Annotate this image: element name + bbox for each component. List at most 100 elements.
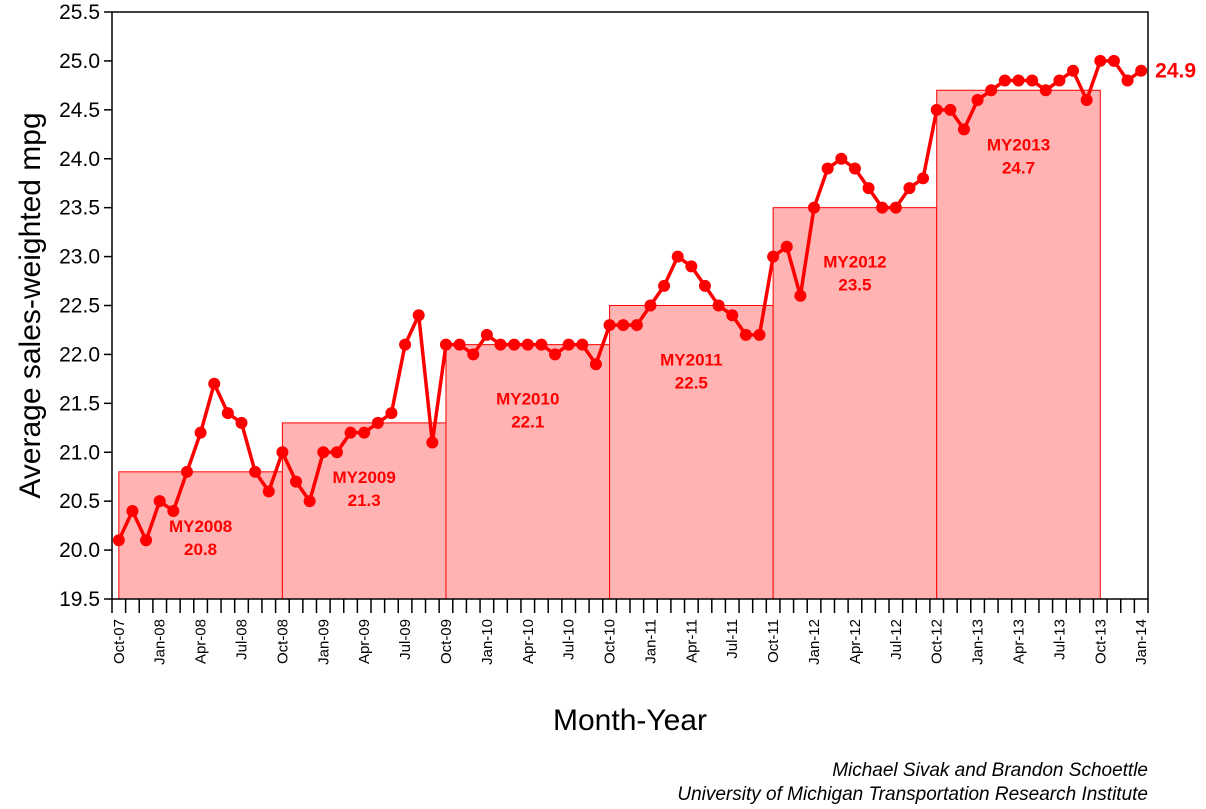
x-tick-label: Apr-11 [683, 619, 700, 663]
data-point [180, 465, 193, 478]
data-point [412, 309, 425, 322]
data-point [303, 495, 316, 508]
x-tick-label: Oct-11 [765, 619, 782, 663]
y-axis: 19.5 20.0 20.5 21.0 21.5 22.0 22.5 23.0 23.5 24.0… [59, 1, 112, 611]
data-point [589, 358, 602, 371]
credit-authors: Michael Sivak and Brandon Schoettle [832, 760, 1148, 781]
data-point [112, 534, 125, 547]
data-point [385, 407, 398, 420]
bar-label-value: 24.7 [1002, 158, 1035, 177]
bar-my2011 [609, 305, 774, 600]
x-tick-label: Jul-09 [397, 619, 414, 660]
bar-label-name: MY2011 [660, 351, 722, 370]
data-point [698, 279, 711, 292]
data-point [453, 338, 466, 351]
data-point [480, 328, 493, 341]
credit-institute: University of Michigan Transportation Re… [677, 784, 1148, 805]
data-point [930, 103, 943, 116]
x-tick-label: Jan-11 [642, 619, 659, 664]
data-point [167, 504, 180, 517]
x-axis: Oct-07 Jan-08 Apr-08 Jul-08 Oct-08 Jan-09 Apr-… [111, 599, 1150, 665]
data-point [957, 123, 970, 136]
x-tick-label: Apr-08 [193, 619, 210, 664]
data-point [985, 84, 998, 97]
x-tick-label: Apr-12 [847, 619, 864, 664]
data-point [317, 446, 330, 459]
data-point [603, 319, 616, 332]
data-point [576, 338, 589, 351]
model-year-labels: MY2008 20.8 MY2009 21.3 MY2010 22.1 MY2011 22.5… [169, 135, 1050, 559]
data-point [726, 309, 739, 322]
y-tick-label: 19.5 [59, 588, 100, 611]
data-point [126, 504, 139, 517]
data-point [521, 338, 534, 351]
data-point [249, 465, 262, 478]
x-tick-label: Apr-09 [356, 619, 373, 664]
x-tick-label: Jan-08 [152, 619, 169, 665]
data-point [549, 348, 562, 361]
data-point [739, 328, 752, 341]
data-point [767, 250, 780, 263]
data-point [439, 338, 452, 351]
x-tick-label: Jan-09 [315, 619, 332, 665]
bar-label-name: MY2008 [169, 517, 232, 536]
x-axis-title: Month-Year [553, 704, 707, 737]
y-tick-label: 25.5 [59, 1, 100, 24]
data-point [208, 377, 221, 390]
data-point [903, 182, 916, 195]
data-point [235, 416, 248, 429]
data-point [494, 338, 507, 351]
data-point [835, 152, 848, 165]
y-tick-label: 23.0 [59, 246, 100, 269]
data-point [562, 338, 575, 351]
x-tick-label: Oct-10 [602, 619, 619, 664]
y-tick-label: 24.0 [59, 148, 100, 171]
data-point [862, 182, 875, 195]
data-point [630, 319, 643, 332]
bar-label-name: MY2013 [987, 135, 1050, 154]
y-tick-label: 21.5 [59, 392, 100, 415]
bar-my2012 [772, 207, 938, 600]
mpg-series [112, 54, 1148, 547]
data-point [221, 407, 234, 420]
data-point [1080, 94, 1093, 107]
data-point [276, 446, 289, 459]
x-tick-label: Oct-13 [1092, 619, 1109, 664]
x-tick-label: Jul-10 [561, 619, 578, 660]
bar-my2009 [281, 422, 447, 600]
x-tick-label: Jan-14 [1133, 619, 1150, 665]
y-tick-label: 25.0 [59, 50, 100, 73]
data-point [712, 299, 725, 312]
data-point [140, 534, 153, 547]
data-point [467, 348, 480, 361]
x-tick-label: Oct-09 [438, 619, 455, 664]
data-point [1039, 84, 1052, 97]
data-point [1012, 74, 1025, 87]
data-point [685, 260, 698, 273]
y-tick-label: 21.0 [59, 441, 100, 464]
data-point [399, 338, 412, 351]
bar-label-name: MY2010 [496, 390, 559, 409]
y-tick-label: 20.5 [59, 490, 100, 513]
data-point [371, 416, 384, 429]
data-point [330, 446, 343, 459]
data-point [1121, 74, 1134, 87]
data-point [753, 328, 766, 341]
data-point [1026, 74, 1039, 87]
y-tick-label: 22.5 [59, 295, 100, 318]
data-point [194, 426, 207, 439]
bar-my2010 [445, 344, 611, 600]
bar-label-name: MY2009 [333, 468, 396, 487]
data-point [508, 338, 521, 351]
data-point [1107, 54, 1120, 67]
model-year-bars [118, 89, 1101, 600]
x-tick-label: Oct-12 [929, 619, 946, 664]
data-point [821, 162, 834, 175]
data-point [262, 485, 275, 498]
data-point [1094, 54, 1107, 67]
data-point [794, 289, 807, 302]
y-tick-label: 24.5 [59, 99, 100, 122]
bar-label-value: 20.8 [184, 540, 217, 559]
last-value-label: 24.9 [1155, 60, 1196, 83]
